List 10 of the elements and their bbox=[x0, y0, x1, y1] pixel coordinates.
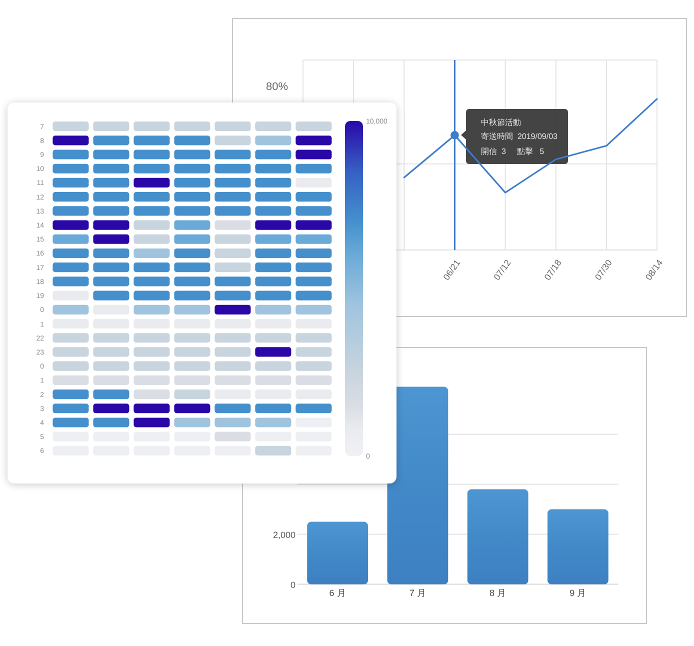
x-tick-label: 6 月 bbox=[329, 588, 346, 598]
tooltip: 中秋節活動 寄送時間 2019/09/03 開信 3 點擊 5 bbox=[461, 109, 568, 164]
x-tick-label: 8 月 bbox=[490, 588, 506, 598]
x-tick-label: 7 月 bbox=[409, 588, 426, 598]
annotation: 開信 3 點擊 5 bbox=[481, 147, 545, 156]
text: 80% bbox=[266, 81, 288, 93]
annotation: 寄送時間 2019/09/03 bbox=[481, 132, 558, 141]
y-tick-label: 2,000 bbox=[272, 530, 296, 540]
annotation: 中秋節活動 bbox=[481, 118, 521, 127]
x-tick-label: 9 月 bbox=[570, 588, 586, 598]
